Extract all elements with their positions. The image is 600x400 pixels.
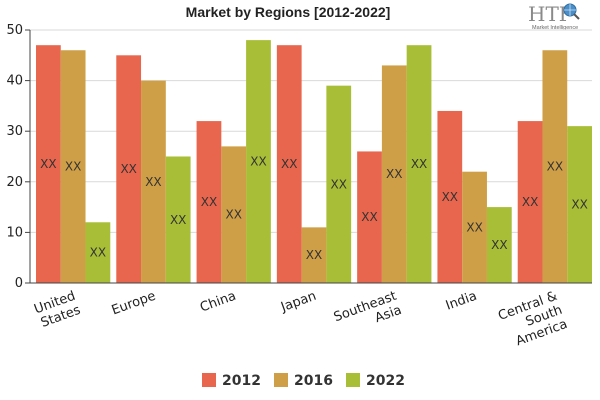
logo-tagline: Market Intelligence — [532, 25, 578, 31]
y-tick-label: 20 — [6, 175, 23, 190]
data-label: XX — [361, 210, 377, 224]
legend-label: 2012 — [222, 373, 261, 389]
bar-2012-0 — [36, 45, 61, 284]
data-label: XX — [547, 160, 563, 174]
bar-2016-0 — [60, 50, 86, 283]
bar-2016-5 — [462, 171, 487, 283]
data-label: XX — [225, 208, 241, 222]
data-label: XX — [411, 157, 427, 171]
legend: 2012 2016 2022 — [202, 373, 405, 389]
bar-2022-3 — [326, 85, 352, 283]
x-tick-label: Europe — [110, 289, 158, 319]
x-tick-label: UnitedStates — [32, 289, 83, 332]
legend-swatch-2012 — [202, 373, 216, 387]
x-tick-label: China — [198, 289, 238, 316]
bar-2016-3 — [301, 227, 327, 283]
bar-2012-2 — [196, 121, 222, 283]
data-label: XX — [466, 220, 482, 234]
data-label: XX — [120, 162, 136, 176]
x-axis: UnitedStates Europe China Japan SoutheastAsi… — [30, 282, 592, 352]
gridlines — [30, 29, 592, 233]
bar-2022-6 — [567, 126, 592, 283]
y-axis: 0 10 20 30 40 50 — [6, 23, 31, 291]
data-label: XX — [201, 195, 217, 209]
data-label: XX — [331, 177, 347, 191]
chart-title: Market by Regions [2012-2022] — [186, 4, 391, 20]
x-tick-label-line: Japan — [278, 289, 318, 316]
x-tick-label-line: India — [444, 289, 479, 314]
legend-label: 2022 — [366, 373, 405, 389]
x-tick-label-line: China — [198, 289, 238, 316]
bar-2012-3 — [276, 45, 302, 284]
data-label: XX — [145, 175, 161, 189]
y-tick-label: 10 — [6, 225, 23, 240]
logo: HTF Market Intelligence — [528, 2, 580, 31]
legend-swatch-2016 — [274, 373, 288, 387]
data-labels: XX XX XX XX XX XX XX XX XX XX XX XX XX XX XX XX XX XX XX XX… — [40, 155, 588, 263]
y-tick-label: 50 — [6, 23, 23, 38]
x-tick-label-line: Europe — [110, 289, 158, 319]
legend-swatch-2022 — [346, 373, 360, 387]
bar-2022-4 — [406, 45, 432, 284]
globe-magnifier-icon — [563, 3, 580, 20]
bar-2016-1 — [141, 80, 166, 283]
bar-2016-4 — [381, 65, 407, 283]
bar-2022-2 — [246, 40, 271, 284]
data-label: XX — [306, 248, 322, 262]
data-label: XX — [386, 167, 402, 181]
data-label: XX — [522, 195, 538, 209]
x-tick-label: SoutheastAsia — [332, 289, 404, 340]
x-tick-label: India — [444, 289, 479, 314]
data-label: XX — [90, 246, 106, 260]
bar-2022-1 — [165, 156, 191, 283]
x-tick-label: Japan — [278, 289, 318, 316]
data-label: XX — [250, 155, 266, 169]
y-tick-label: 0 — [15, 276, 23, 291]
legend-label: 2016 — [294, 373, 333, 389]
bar-2022-5 — [486, 207, 512, 283]
bars — [36, 40, 592, 284]
bar-2012-1 — [116, 55, 142, 283]
data-label: XX — [571, 198, 587, 212]
bar-2022-0 — [85, 222, 111, 283]
data-label: XX — [65, 160, 81, 174]
data-label: XX — [281, 157, 297, 171]
bar-2016-6 — [542, 50, 568, 283]
x-tick-label: Central &SouthAmerica — [496, 289, 569, 352]
data-label: XX — [491, 238, 507, 252]
bar-2012-4 — [357, 151, 382, 283]
bar-2016-2 — [221, 146, 247, 283]
bar-2012-6 — [517, 121, 543, 283]
data-label: XX — [40, 157, 56, 171]
data-label: XX — [442, 190, 458, 204]
y-tick-label: 30 — [6, 124, 23, 139]
data-label: XX — [170, 213, 186, 227]
y-tick-label: 40 — [6, 74, 23, 89]
bar-2012-5 — [437, 110, 463, 284]
